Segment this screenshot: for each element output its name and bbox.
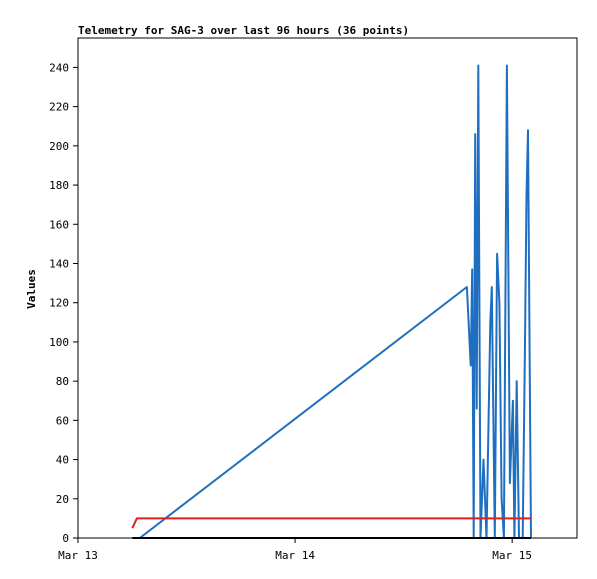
y-tick-label: 120 [49, 297, 69, 310]
y-tick-label: 60 [56, 414, 69, 427]
y-tick-label: 0 [62, 532, 69, 545]
y-tick-label: 100 [49, 336, 69, 349]
y-axis-label: Values [25, 269, 38, 309]
x-axis: Mar 13 Mar 14 Mar 15 [58, 538, 532, 562]
y-tick-label: 220 [49, 101, 69, 114]
y-tick-label: 20 [56, 493, 69, 506]
y-tick-label: 40 [56, 454, 69, 467]
y-tick-label: 140 [49, 257, 69, 270]
y-tick-label: 180 [49, 179, 69, 192]
y-tick-label: 200 [49, 140, 69, 153]
y-tick-label: 160 [49, 218, 69, 231]
y-tick-label: 80 [56, 375, 69, 388]
x-tick-label: Mar 13 [58, 549, 98, 562]
x-tick-label: Mar 14 [275, 549, 315, 562]
chart-title: Telemetry for SAG-3 over last 96 hours (… [78, 24, 409, 37]
y-axis: 0 20 40 60 80 100 120 140 160 180 200 220 240 [49, 61, 78, 545]
series-line-1 [139, 64, 532, 539]
y-tick-label: 240 [49, 61, 69, 74]
series-layer [131, 64, 532, 539]
series-line-2 [131, 517, 531, 529]
x-tick-label: Mar 15 [492, 549, 532, 562]
